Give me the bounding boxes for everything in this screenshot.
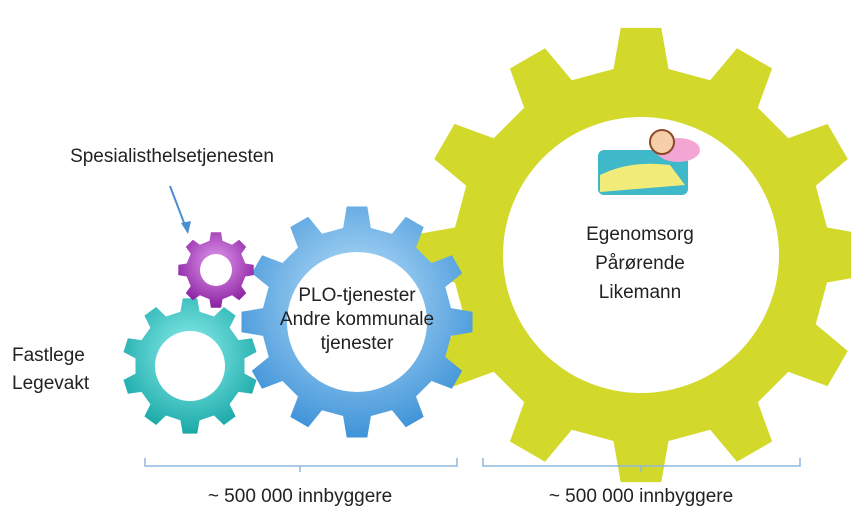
label: Legevakt — [12, 373, 90, 394]
head — [650, 130, 674, 154]
label: Fastlege — [12, 345, 85, 366]
label: Andre kommunale — [280, 309, 434, 330]
population-label: ~ 500 000 innbyggere — [549, 486, 733, 507]
label: Egenomsorg — [586, 224, 694, 245]
arrow-head — [181, 221, 191, 234]
gear — [124, 298, 257, 433]
patient-illustration — [598, 130, 700, 195]
label: tjenester — [321, 333, 395, 354]
label: Likemann — [599, 282, 681, 303]
brace — [145, 458, 457, 472]
population-label: ~ 500 000 innbyggere — [208, 486, 392, 507]
gears — [124, 28, 851, 482]
gear — [178, 232, 253, 307]
diagram: Spesialisthelsetjenesten Fastlege Legeva… — [0, 0, 851, 511]
label: Spesialisthelsetjenesten — [70, 146, 274, 167]
arrow — [170, 186, 186, 228]
label: Pårørende — [595, 253, 685, 274]
label: PLO-tjenester — [298, 285, 416, 306]
